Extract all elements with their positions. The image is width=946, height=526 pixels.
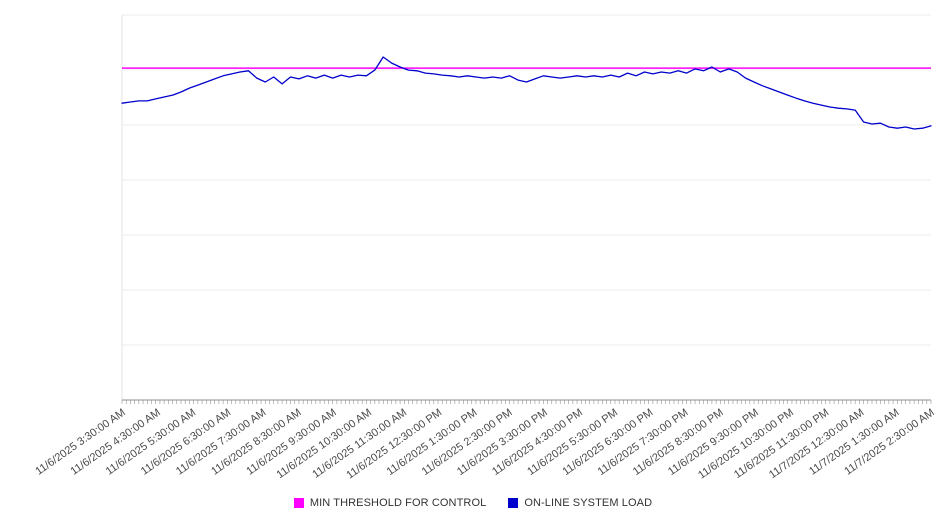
chart-legend: MIN THRESHOLD FOR CONTROL ON-LINE SYSTEM… [0, 486, 946, 520]
legend-label-online-system-load: ON-LINE SYSTEM LOAD [524, 497, 653, 509]
legend-item-online-system-load[interactable]: ON-LINE SYSTEM LOAD [508, 497, 652, 509]
legend-swatch-load [508, 498, 519, 508]
legend-item-min-threshold[interactable]: MIN THRESHOLD FOR CONTROL [293, 497, 487, 509]
load-series-line [121, 56, 932, 130]
legend-label-min-threshold: MIN THRESHOLD FOR CONTROL [309, 497, 487, 509]
legend-swatch-threshold [293, 498, 304, 508]
